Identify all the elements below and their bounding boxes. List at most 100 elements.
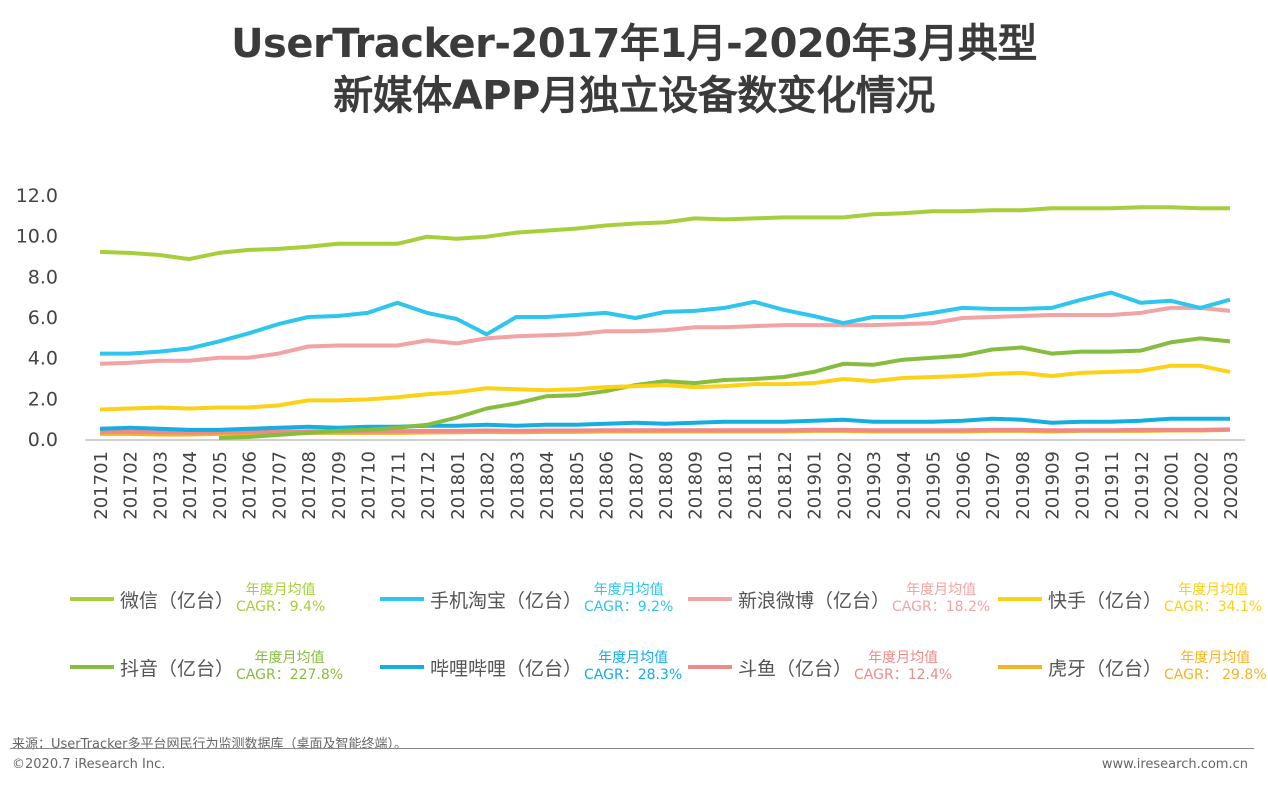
legend-cagr: 年度月均值 CAGR：34.1% (1164, 582, 1262, 616)
legend-label: 抖音（亿台） (120, 657, 235, 680)
series-line (99, 363, 1231, 412)
x-tick-label: 201710 (359, 451, 380, 520)
legend-item: 抖音（亿台） 年度月均值 CAGR：227.8% (70, 650, 343, 684)
x-tick-label: 201712 (418, 451, 439, 520)
x-tick-label: 201702 (121, 451, 142, 520)
x-tick-label: 201909 (1043, 451, 1064, 520)
x-tick-label: 201704 (180, 451, 201, 520)
x-tick-label: 201709 (329, 451, 350, 520)
series-line (100, 290, 1231, 356)
website-link[interactable]: www.iresearch.com.cn (1101, 757, 1248, 772)
x-tick-label: 201705 (210, 451, 231, 520)
x-tick-label: 201806 (597, 451, 618, 520)
legend-item: 哔哩哔哩（亿台） 年度月均值 CAGR：28.3% (380, 650, 682, 684)
source-note: 来源：UserTracker多平台网民行为监测数据库（桌面及智能终端）。 (12, 737, 408, 752)
legend-swatch (998, 597, 1042, 601)
x-tick-label: 201701 (91, 451, 112, 520)
cagr-title: 年度月均值 (906, 582, 977, 598)
x-tick-label: 201801 (448, 451, 469, 520)
chart-title-line-2: 新媒体APP月独立设备数变化情况 (333, 73, 935, 119)
legend-item: 新浪微博（亿台） 年度月均值 CAGR：18.2% (688, 582, 990, 616)
cagr-value: CAGR：34.1% (1164, 599, 1263, 615)
copyright: ©2020.7 iResearch Inc. (12, 757, 166, 772)
x-tick-label: 202002 (1191, 451, 1212, 520)
cagr-title: 年度月均值 (593, 582, 664, 598)
x-tick-label: 201904 (894, 451, 915, 520)
x-tick-label: 201802 (478, 451, 499, 520)
y-tick-label: 10.0 (16, 226, 58, 248)
x-tick-label: 201910 (1072, 451, 1093, 520)
legend-cagr: 年度月均值 CAGR： 29.8% (1164, 650, 1267, 684)
x-tick-label: 201905 (924, 451, 945, 520)
legend-label: 快手（亿台） (1048, 589, 1163, 612)
y-tick-label: 2.0 (28, 388, 58, 410)
x-tick-label: 201908 (1013, 451, 1034, 520)
series-line (99, 205, 1230, 262)
legend-cagr: 年度月均值 CAGR：9.2% (584, 582, 673, 616)
legend-item: 快手（亿台） 年度月均值 CAGR：34.1% (998, 582, 1262, 616)
y-tick-label: 0.0 (28, 429, 58, 451)
x-tick-label: 202001 (1162, 451, 1183, 520)
legend-cagr: 年度月均值 CAGR：9.4% (236, 582, 325, 616)
series-line (100, 427, 1231, 435)
cagr-value: CAGR：9.2% (584, 599, 674, 615)
legend-label: 微信（亿台） (120, 589, 235, 612)
legend-cagr: 年度月均值 CAGR：227.8% (236, 650, 343, 684)
line-chart: 0.0 2.0 4.0 6.0 8.0 10.0 12.0 201701 201702 20170… (16, 185, 1245, 520)
legend-swatch (70, 665, 114, 669)
legend-item: 手机淘宝（亿台） 年度月均值 CAGR：9.2% (380, 582, 673, 616)
x-tick-label: 201901 (805, 451, 826, 520)
cagr-title: 年度月均值 (254, 650, 325, 666)
y-tick-label: 8.0 (28, 266, 58, 288)
footer-divider (10, 748, 1254, 749)
x-tick-label: 201808 (656, 451, 677, 520)
cagr-title: 年度月均值 (245, 582, 316, 598)
cagr-value: CAGR：12.4% (854, 667, 953, 683)
chart-title: UserTracker-2017年1月-2020年3月典型 新媒体APP月独立设… (0, 18, 1268, 122)
cagr-value: CAGR：9.4% (236, 599, 326, 615)
legend-label: 新浪微博（亿台） (738, 589, 891, 612)
x-tick-label: 201706 (240, 451, 261, 520)
legend-cagr: 年度月均值 CAGR：18.2% (892, 582, 990, 616)
legend-item: 斗鱼（亿台） 年度月均值 CAGR：12.4% (688, 650, 952, 684)
x-tick-label: 201703 (150, 451, 171, 520)
cagr-title: 年度月均值 (868, 650, 939, 666)
x-tick-label: 201804 (537, 451, 558, 520)
x-tick-label: 201912 (1132, 451, 1153, 520)
legend-swatch (70, 597, 114, 601)
x-tick-label: 201906 (953, 451, 974, 520)
legend-swatch (688, 665, 732, 669)
x-tick-label: 201911 (1102, 451, 1123, 520)
x-tick-label: 201707 (269, 451, 290, 520)
x-tick-label: 201812 (775, 451, 796, 520)
x-tick-label: 201807 (626, 451, 647, 520)
x-tick-label: 202003 (1221, 451, 1242, 520)
legend-label: 哔哩哔哩（亿台） (430, 657, 583, 680)
y-tick-label: 12.0 (16, 185, 58, 207)
legend-label: 手机淘宝（亿台） (430, 589, 583, 612)
x-tick-label: 201810 (715, 451, 736, 520)
x-tick-label: 201805 (567, 451, 588, 520)
legend-cagr: 年度月均值 CAGR：28.3% (584, 650, 682, 684)
y-tick-label: 4.0 (28, 348, 58, 370)
series-line (99, 305, 1231, 366)
x-tick-label: 201708 (299, 451, 320, 520)
legend-item: 虎牙（亿台） 年度月均值 CAGR： 29.8% (998, 650, 1267, 684)
series-line (218, 336, 1231, 440)
x-tick-label: 201803 (507, 451, 528, 520)
legend-cagr: 年度月均值 CAGR：12.4% (854, 650, 952, 684)
legend-swatch (380, 665, 424, 669)
y-tick-label: 6.0 (28, 307, 58, 329)
x-tick-label: 201903 (864, 451, 885, 520)
x-tick-label: 201711 (388, 451, 409, 520)
cagr-title: 年度月均值 (1178, 582, 1249, 598)
legend-swatch (998, 665, 1042, 669)
series-line (99, 416, 1230, 432)
x-tick-label: 201907 (983, 451, 1004, 520)
cagr-value: CAGR： 29.8% (1164, 667, 1267, 683)
cagr-title: 年度月均值 (598, 650, 669, 666)
x-tick-label: 201809 (686, 451, 707, 520)
legend-label: 虎牙（亿台） (1048, 657, 1163, 680)
cagr-value: CAGR：28.3% (584, 667, 683, 683)
chart-title-line-1: UserTracker-2017年1月-2020年3月典型 (231, 21, 1037, 67)
